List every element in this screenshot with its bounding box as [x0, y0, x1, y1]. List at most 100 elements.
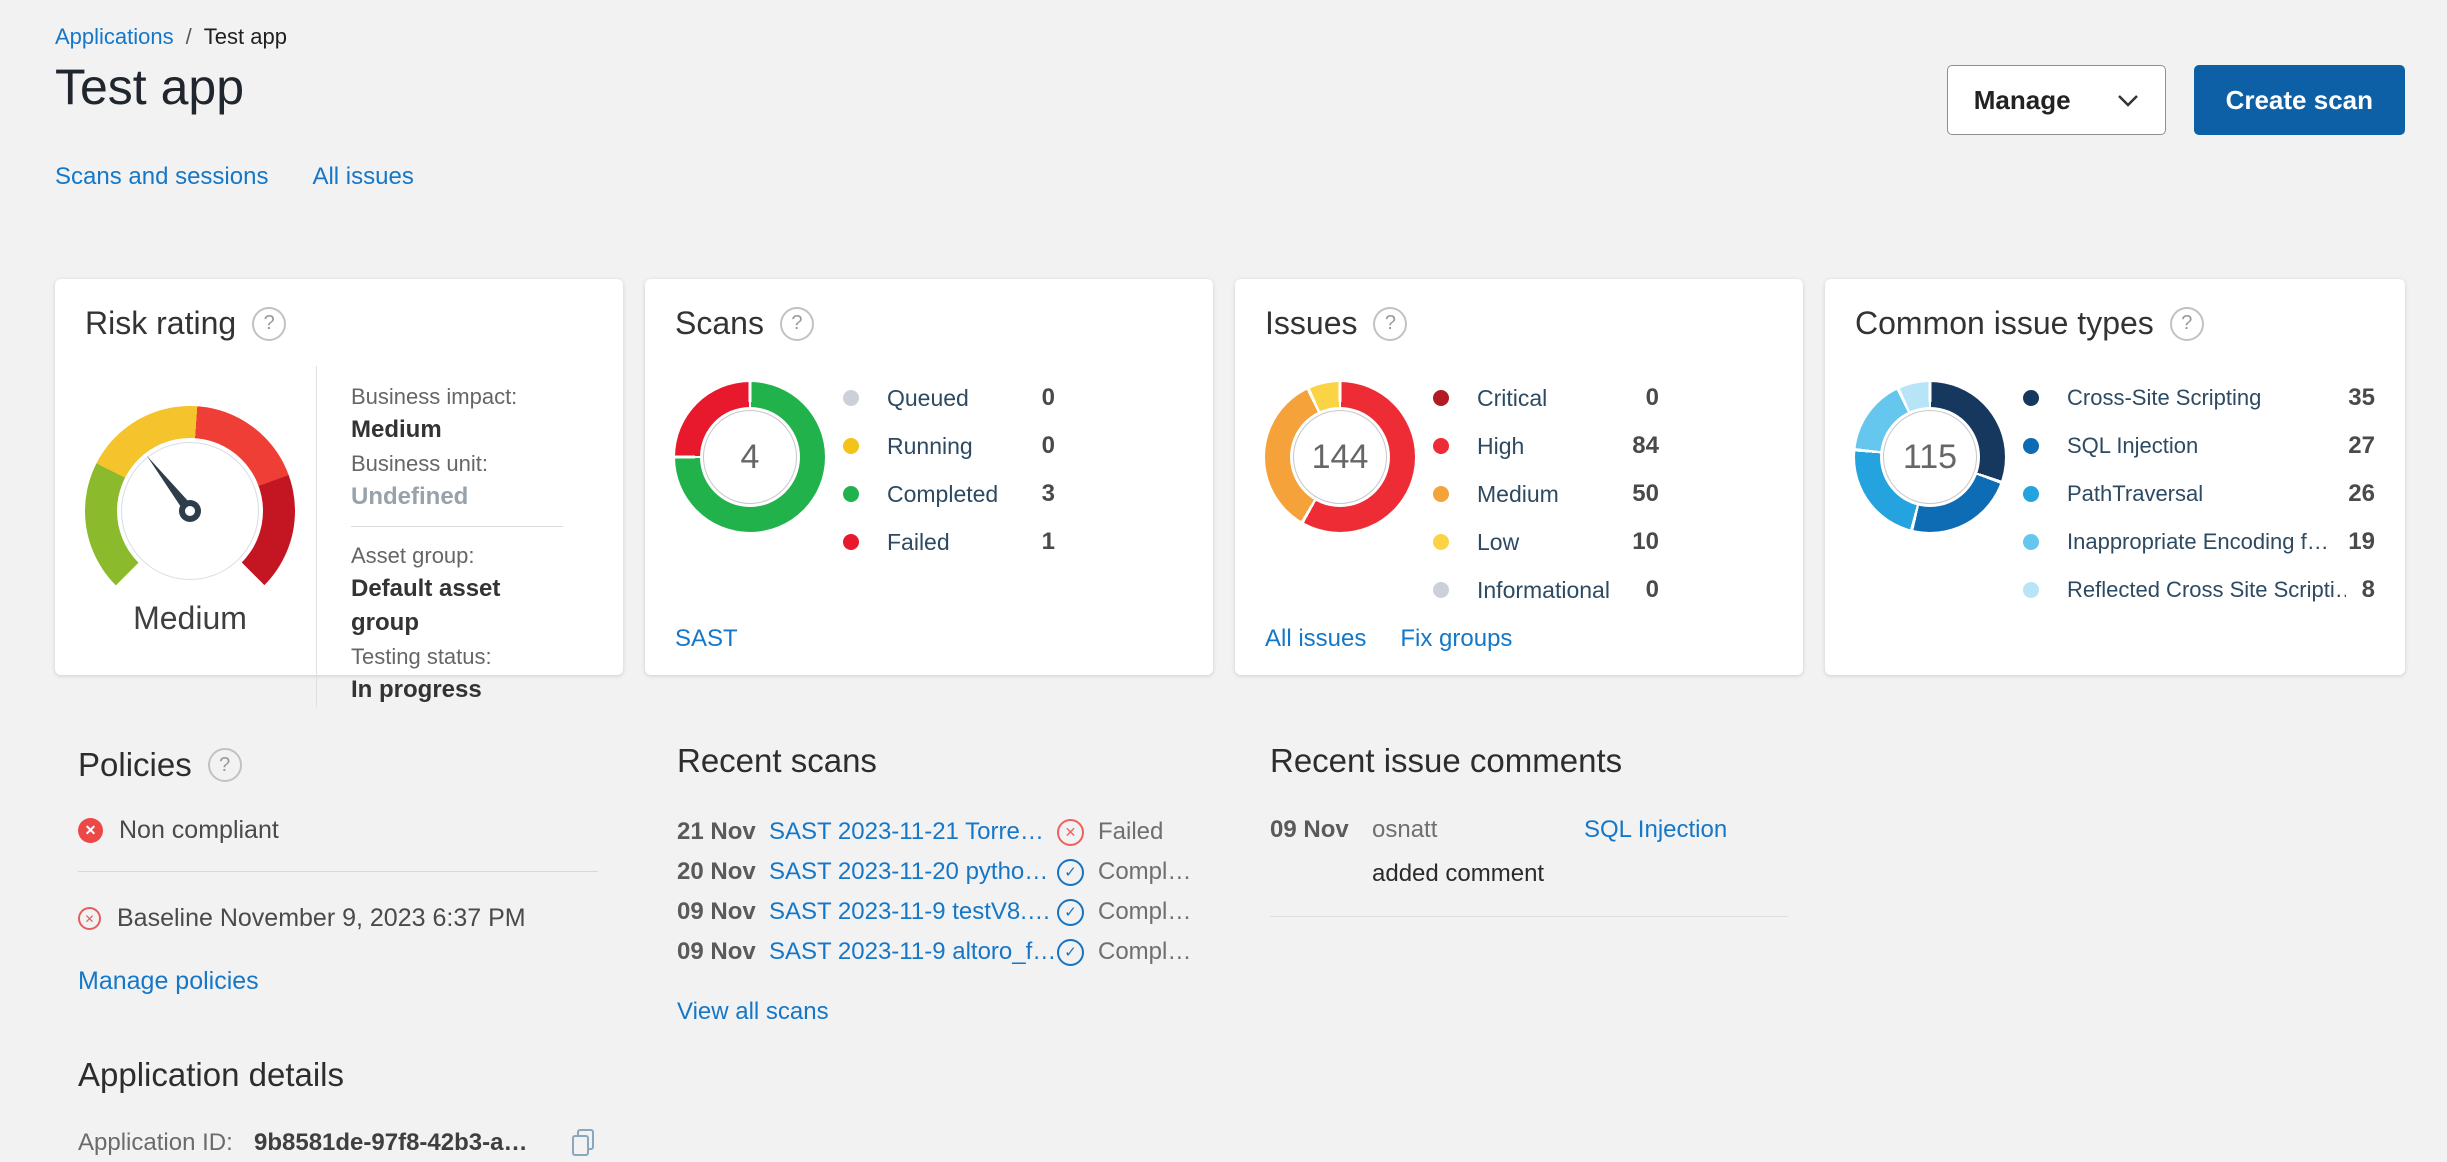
scan-status: Compl… [1098, 898, 1192, 925]
common-issue-types-card-title: Common issue types [1855, 305, 2154, 341]
legend-dot [843, 534, 859, 550]
view-all-scans-link[interactable]: View all scans [677, 998, 829, 1025]
scan-status: Compl… [1098, 938, 1192, 965]
legend-item-xss: Cross-Site Scripting 35 [2023, 374, 2375, 422]
risk-gauge-chart [85, 406, 295, 616]
legend-dot [2023, 582, 2039, 598]
risk-details-panel: Business impact: Medium Business unit: U… [317, 366, 565, 707]
scan-status-icon [1057, 898, 1084, 926]
legend-item-informational: Informational 0 [1433, 566, 1659, 614]
issues-legend: Critical 0 High 84 Medium 50 Low 10 [1433, 374, 1659, 614]
legend-item-sql-injection: SQL Injection 27 [2023, 422, 2375, 470]
recent-scans-list: 21 Nov SAST 2023-11-21 Torre… Failed 20 … [677, 812, 1207, 972]
comment-row: 09 Nov osnatt SQL Injection [1270, 816, 1790, 844]
scan-date: 20 Nov [677, 858, 756, 885]
sast-link[interactable]: SAST [675, 625, 738, 652]
scan-status-icon [1057, 938, 1084, 966]
manage-button[interactable]: Manage [1946, 65, 2166, 135]
fix-groups-link[interactable]: Fix groups [1400, 625, 1513, 652]
legend-item-inappropriate-encoding: Inappropriate Encoding f… 19 [2023, 518, 2375, 566]
scans-legend: Queued 0 Running 0 Completed 3 Failed 1 [843, 374, 1055, 566]
legend-item-path-traversal: PathTraversal 26 [2023, 470, 2375, 518]
scan-name-link[interactable]: SAST 2023-11-9 altoro_f… [769, 938, 1057, 965]
legend-item-completed: Completed 3 [843, 470, 1055, 518]
summary-cards-row: Risk rating ? Medium Business impact: Me… [55, 279, 2405, 707]
baseline-policy: Baseline November 9, 2023 6:37 PM [117, 904, 526, 932]
details-divider [351, 526, 563, 527]
risk-rating-card-title: Risk rating [85, 305, 237, 341]
header-actions: Manage Create scan [1946, 65, 2405, 135]
gauge-needle-hub [179, 500, 201, 522]
scan-name-link[interactable]: SAST 2023-11-20 pytho… [769, 858, 1049, 885]
scans-total: 4 [740, 437, 760, 476]
recent-comments-title: Recent issue comments [1270, 742, 1623, 779]
legend-dot [1433, 582, 1449, 598]
common-issue-types-card: Common issue types ? 115 Cross-Site Scri… [1825, 279, 2405, 675]
breadcrumb-current: Test app [203, 24, 287, 49]
tab-scans-and-sessions[interactable]: Scans and sessions [55, 163, 269, 190]
help-icon[interactable]: ? [252, 306, 287, 341]
legend-dot [2023, 390, 2039, 406]
scan-date: 09 Nov [677, 898, 756, 925]
scan-status: Failed [1098, 818, 1164, 845]
scan-name-link[interactable]: SAST 2023-11-21 Torre… [769, 818, 1044, 845]
business-unit-value: Undefined [351, 483, 469, 510]
issues-card: Issues ? 144 Critical 0 High 84 [1235, 279, 1803, 675]
application-id-value: 9b8581de-97f8-42b3-a… [254, 1129, 528, 1156]
asset-group-value: Default asset group [351, 575, 501, 636]
scan-date: 21 Nov [677, 818, 756, 845]
legend-item-low: Low 10 [1433, 518, 1659, 566]
scan-row: 21 Nov SAST 2023-11-21 Torre… Failed [677, 812, 1207, 852]
scan-row: 09 Nov SAST 2023-11-9 altoro_f… Compl… [677, 932, 1207, 972]
breadcrumb-link-applications[interactable]: Applications [55, 24, 174, 49]
legend-item-critical: Critical 0 [1433, 374, 1659, 422]
asset-group-label: Asset group: [351, 543, 475, 568]
manage-policies-link[interactable]: Manage policies [78, 967, 259, 995]
legend-item-medium: Medium 50 [1433, 470, 1659, 518]
scan-name-link[interactable]: SAST 2023-11-9 testV8.… [769, 898, 1051, 925]
page-title: Test app [55, 59, 245, 115]
breadcrumb-separator: / [185, 24, 192, 49]
scan-row: 20 Nov SAST 2023-11-20 pytho… Compl… [677, 852, 1207, 892]
policies-divider [78, 871, 598, 872]
risk-gauge-panel: Medium [85, 366, 317, 707]
legend-dot [2023, 438, 2039, 454]
issues-donut-chart: 144 [1265, 382, 1415, 532]
application-id-label: Application ID: [78, 1129, 233, 1156]
create-scan-button[interactable]: Create scan [2193, 65, 2405, 135]
help-icon[interactable]: ? [1373, 306, 1408, 341]
risk-rating-card: Risk rating ? Medium Business impact: Me… [55, 279, 623, 707]
help-icon[interactable]: ? [2169, 306, 2204, 341]
testing-status-value: In progress [351, 676, 482, 703]
legend-dot [1433, 390, 1449, 406]
testing-status-label: Testing status: [351, 644, 492, 669]
tab-all-issues[interactable]: All issues [312, 163, 414, 190]
application-details-title: Application details [78, 1056, 344, 1093]
legend-dot [2023, 486, 2039, 502]
common-issue-types-legend: Cross-Site Scripting 35 SQL Injection 27… [2023, 374, 2375, 614]
scan-status: Compl… [1098, 858, 1192, 885]
baseline-failed-icon: ✕ [78, 907, 101, 930]
legend-dot [1433, 486, 1449, 502]
comment-user: osnatt [1372, 816, 1438, 843]
policies-title: Policies [78, 746, 192, 783]
comment-issue-link[interactable]: SQL Injection [1584, 816, 1728, 843]
business-impact-label: Business impact: [351, 384, 518, 409]
scan-row: 09 Nov SAST 2023-11-9 testV8.… Compl… [677, 892, 1207, 932]
help-icon[interactable]: ? [207, 748, 242, 782]
comment-date: 09 Nov [1270, 816, 1349, 843]
chevron-down-icon [2117, 94, 2138, 107]
legend-item-high: High 84 [1433, 422, 1659, 470]
legend-dot [843, 438, 859, 454]
tabs: Scans and sessions All issues [55, 163, 414, 191]
all-issues-link[interactable]: All issues [1265, 625, 1367, 652]
scans-card: Scans ? 4 Queued 0 Running 0 [645, 279, 1213, 675]
recent-issue-comments-section: Recent issue comments 09 Nov osnatt SQL … [1270, 742, 1790, 917]
legend-item-reflected-xss: Reflected Cross Site Scripti… 8 [2023, 566, 2375, 614]
policies-section: Policies ? ✕ Non compliant ✕ Baseline No… [78, 746, 600, 996]
recent-scans-title: Recent scans [677, 742, 877, 779]
copy-icon[interactable] [570, 1128, 596, 1158]
help-icon[interactable]: ? [779, 306, 814, 341]
scan-date: 09 Nov [677, 938, 756, 965]
